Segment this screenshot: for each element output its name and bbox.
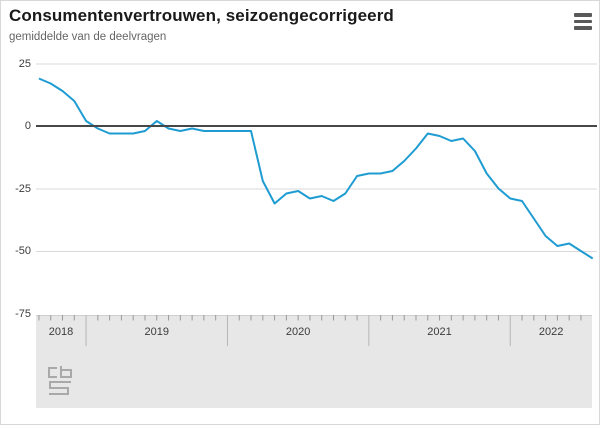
x-axis-year-label: 2019 — [144, 326, 169, 338]
cbs-logo-letter-s — [49, 381, 71, 395]
y-axis-tick-label: 25 — [18, 57, 31, 70]
x-axis-year-label: 2018 — [48, 326, 74, 338]
x-axis-year-label: 2022 — [538, 326, 564, 338]
hamburger-menu-icon[interactable] — [574, 13, 592, 30]
y-axis-tick-label: -25 — [15, 182, 31, 195]
chart-title: Consumentenvertrouwen, seizoengecorrigee… — [9, 6, 394, 25]
y-axis-tick-label: 0 — [24, 120, 31, 132]
y-axis-tick-label: -50 — [15, 245, 31, 257]
hamburger-bar — [574, 13, 592, 17]
x-axis-year-label: 2021 — [427, 326, 452, 338]
hamburger-bar — [574, 26, 592, 30]
cbs-logo-icon — [48, 366, 72, 395]
cbs-logo-letter-b — [60, 366, 72, 378]
data-series-line — [38, 77, 594, 260]
x-axis-band — [36, 315, 592, 408]
chart-subtitle: gemiddelde van de deelvragen — [9, 31, 167, 43]
hamburger-bar — [574, 19, 592, 24]
cbs-logo-letter-c — [48, 367, 57, 378]
y-axis-labels: 25 0 -25 -50 -75 — [1, 1, 31, 424]
x-axis-year-label: 2020 — [285, 326, 311, 338]
y-axis-tick-label: -75 — [15, 307, 31, 320]
